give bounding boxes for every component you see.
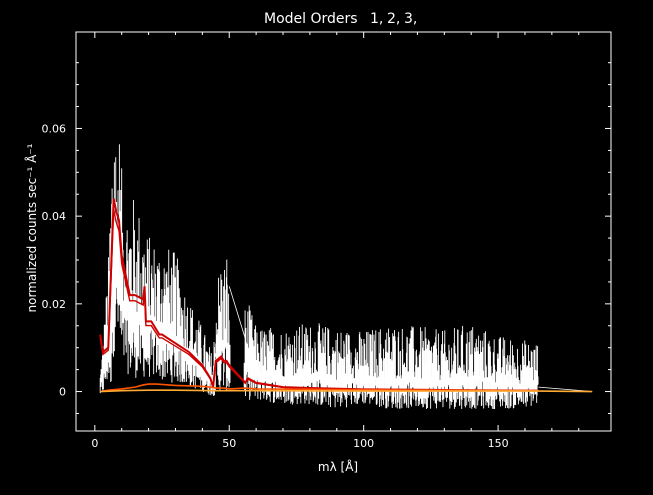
plot-border [75,31,612,432]
series-line-order-2 [100,383,539,393]
y-tick-label: 0 [59,386,66,399]
legend-label-order-2: 2, [387,11,400,27]
x-axis-label: mλ [Å] [318,459,358,474]
data-gap-connector [228,286,246,340]
x-axis: 0 50 100 150 [91,32,580,450]
x-tick-label: 100 [353,437,374,450]
data-envelope [99,144,593,410]
x-tick-label: 50 [222,437,236,450]
legend-label-order-3: 3, [404,11,417,27]
series-line-order-3 [100,389,593,393]
chart-title: Model Orders [264,11,358,27]
plot-frame [75,31,612,432]
y-axis-label: normalized counts sec⁻¹ Å⁻¹ [24,143,39,312]
y-tick-label: 0.06 [42,122,67,135]
series-group [99,198,593,393]
y-tick-label: 0.02 [42,298,67,311]
y-tick-label: 0.04 [42,210,67,223]
x-tick-label: 150 [488,437,509,450]
chart-title-group: Model Orders 1, 2, 3, [264,11,417,27]
legend-label-order-1: 1, [370,11,383,27]
series-line-order-1-secondary [99,210,539,392]
x-tick-label: 0 [91,437,98,450]
data-spectrum [99,144,539,410]
y-axis: 0 0.02 0.04 0.06 [42,62,611,414]
